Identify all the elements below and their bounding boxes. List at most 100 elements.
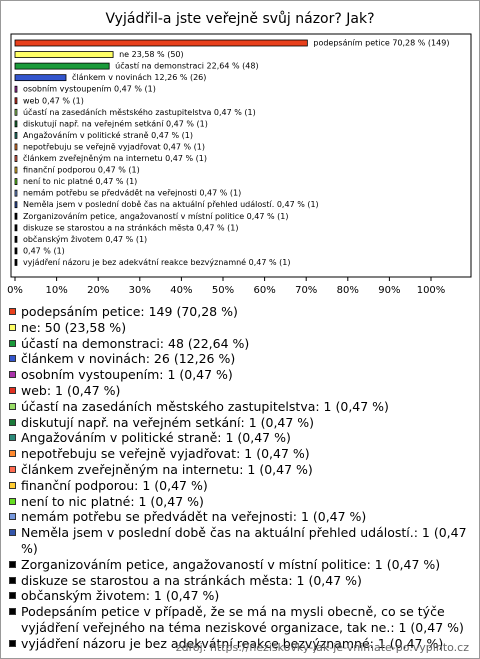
legend-swatch (9, 434, 16, 442)
legend-label: diskuze se starostou a na stránkách měst… (21, 572, 362, 588)
legend-label: diskutují např. na veřejném setkání: 1 (… (21, 414, 315, 430)
bar-label: není to nic platné 0,47 % (1) (23, 176, 137, 186)
legend-label: web: 1 (0,47 %) (21, 382, 121, 398)
x-tick-label: 50% (212, 285, 234, 296)
legend-swatch (9, 371, 16, 379)
x-tick-label: 90% (378, 285, 400, 296)
legend-item: osobním vystoupením: 1 (0,47 %) (7, 367, 473, 383)
legend-swatch (9, 608, 16, 616)
bar (14, 247, 18, 255)
legend-swatch (9, 592, 16, 600)
bar (14, 143, 18, 151)
legend-swatch (9, 560, 16, 568)
legend-swatch (9, 418, 16, 426)
bar-label: osobním vystoupením 0,47 % (1) (23, 85, 156, 94)
x-tick-label: 80% (337, 285, 359, 296)
legend-item: článkem zveřejněným na internetu: 1 (0,4… (7, 462, 473, 478)
bar (14, 108, 18, 116)
legend-label: Angažováním v politické straně: 1 (0,47 … (21, 430, 291, 446)
bar (14, 62, 110, 70)
legend-item: nemám potřebu se předvádět na veřejnosti… (7, 509, 473, 525)
legend-swatch (9, 339, 16, 347)
legend-item: finanční podporou: 1 (0,47 %) (7, 478, 473, 494)
bar (14, 51, 114, 58)
legend-item: ne: 50 (23,58 %) (7, 320, 473, 336)
legend-label: finanční podporou: 1 (0,47 %) (21, 477, 208, 493)
legend-label: vyjádření názoru je bez adekvátní reakce… (21, 635, 444, 651)
bar-label: 0,47 % (1) (23, 246, 65, 255)
bar (14, 85, 18, 93)
legend-swatch (9, 465, 16, 473)
legend-swatch (9, 639, 16, 647)
legend-swatch (9, 576, 16, 584)
legend-item: podepsáním petice: 149 (70,28 %) (7, 304, 473, 320)
x-tick-label: 70% (295, 285, 317, 296)
bar (14, 120, 18, 128)
bar (14, 178, 18, 186)
legend-swatch (9, 386, 16, 394)
legend-swatch (9, 323, 16, 331)
legend-item: diskutují např. na veřejném setkání: 1 (… (7, 415, 473, 431)
bar (14, 39, 308, 47)
x-tick-label: 10% (45, 285, 67, 296)
bar-label: účastí na demonstraci 22,64 % (48) (115, 61, 258, 71)
legend-label: Neměla jsem v poslední době čas na aktuá… (21, 525, 467, 556)
legend-swatch (9, 513, 16, 521)
legend-label: článkem zveřejněným na internetu: 1 (0,4… (21, 461, 313, 477)
legend-item: vyjádření názoru je bez adekvátní reakce… (7, 636, 473, 652)
legend-item: Zorganizováním petice, angažovaností v m… (7, 557, 473, 573)
bar-label: ne 23,58 % (50) (119, 50, 184, 59)
bar-label: článkem zveřejněným na internetu 0,47 % … (23, 153, 207, 163)
legend-item: Podepsáním petice v případě, že se má na… (7, 604, 473, 636)
bar (14, 235, 18, 243)
legend-label: občanským životem: 1 (0,47 %) (21, 588, 220, 604)
bar (14, 97, 18, 105)
x-tick-label: 60% (253, 285, 275, 296)
legend-label: účastí na demonstraci: 48 (22,64 %) (21, 335, 250, 351)
bar-label: nepotřebuju se veřejně vyjadřovat 0,47 %… (23, 142, 205, 151)
bar (14, 166, 18, 174)
legend-label: ne: 50 (23,58 %) (21, 319, 127, 335)
legend-label: účastí na zasedáních městského zastupite… (21, 398, 389, 414)
legend-swatch (9, 402, 16, 410)
legend: podepsáním petice: 149 (70,28 %) ne: 50 (… (7, 304, 473, 652)
bar-label: účastí na zasedáních městského zastupite… (23, 107, 256, 117)
legend-item: web: 1 (0,47 %) (7, 383, 473, 399)
bar-label: článkem v novinách 12,26 % (26) (72, 72, 206, 82)
bar (14, 189, 18, 197)
legend-item: občanským životem: 1 (0,47 %) (7, 588, 473, 604)
legend-label: osobním vystoupením: 1 (0,47 %) (21, 367, 233, 383)
bar (14, 74, 67, 82)
legend-swatch (9, 481, 16, 489)
bar-label: podepsáním petice 70,28 % (149) (313, 39, 449, 48)
bar (14, 212, 18, 220)
bar (14, 155, 18, 162)
legend-item: není to nic platné: 1 (0,47 %) (7, 494, 473, 510)
legend-label: nepotřebuju se veřejně vyjadřovat: 1 (0,… (21, 446, 310, 462)
chart-title: Vyjádřil-a jste veřejně svůj názor? Jak? (105, 11, 374, 27)
chart: Vyjádřil-a jste veřejně svůj názor? Jak?… (7, 11, 472, 296)
legend-swatch (9, 308, 16, 315)
legend-label: Zorganizováním petice, angažovaností v m… (21, 556, 441, 572)
x-tick-label: 20% (87, 285, 109, 296)
bar-label: Angažováním v politické straně 0,47 % (1… (23, 130, 193, 140)
legend-item: nepotřebuju se veřejně vyjadřovat: 1 (0,… (7, 446, 473, 462)
legend-label: není to nic platné: 1 (0,47 %) (21, 493, 204, 509)
source: zdroj: https://neziskovky-jak-je-vnimate… (175, 641, 469, 654)
bar (14, 259, 18, 266)
bar-label: finanční podporou 0,47 % (1) (23, 165, 140, 175)
bar (14, 131, 18, 139)
legend-item: Neměla jsem v poslední době čas na aktuá… (7, 525, 473, 557)
x-tick-label: 100% (417, 285, 446, 296)
bar-label: občanským životem 0,47 % (1) (23, 234, 147, 244)
bar-label: nemám potřebu se předvádět na veřejnosti… (23, 189, 241, 198)
legend-item: diskuze se starostou a na stránkách měst… (7, 573, 473, 589)
legend-swatch (9, 497, 16, 505)
bar-label: diskuze se starostou a na stránkách měst… (23, 223, 238, 232)
legend-label: článkem v novinách: 26 (12,26 %) (21, 351, 236, 367)
legend-label: podepsáním petice: 149 (70,28 %) (21, 304, 238, 319)
bar (14, 201, 18, 209)
legend-item: článkem v novinách: 26 (12,26 %) (7, 351, 473, 367)
legend-swatch (9, 529, 16, 537)
